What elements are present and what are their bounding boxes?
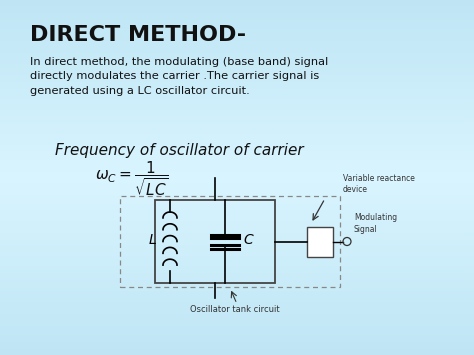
Text: In direct method, the modulating (base band) signal
directly modulates the carri: In direct method, the modulating (base b… <box>30 57 328 96</box>
Bar <box>120 196 340 287</box>
Text: $\omega_C = \dfrac{1}{\sqrt{LC}}$: $\omega_C = \dfrac{1}{\sqrt{LC}}$ <box>95 159 169 198</box>
Text: C: C <box>243 233 253 246</box>
Text: DIRECT METHOD-: DIRECT METHOD- <box>30 25 246 45</box>
Text: Variable reactance
device: Variable reactance device <box>343 174 415 195</box>
Text: Modulating
Signal: Modulating Signal <box>354 213 397 234</box>
Text: Frequency of oscillator of carrier: Frequency of oscillator of carrier <box>55 143 304 158</box>
Text: L: L <box>148 233 156 246</box>
Bar <box>307 226 333 257</box>
Text: Oscillator tank circuit: Oscillator tank circuit <box>190 305 280 314</box>
Bar <box>155 200 275 283</box>
